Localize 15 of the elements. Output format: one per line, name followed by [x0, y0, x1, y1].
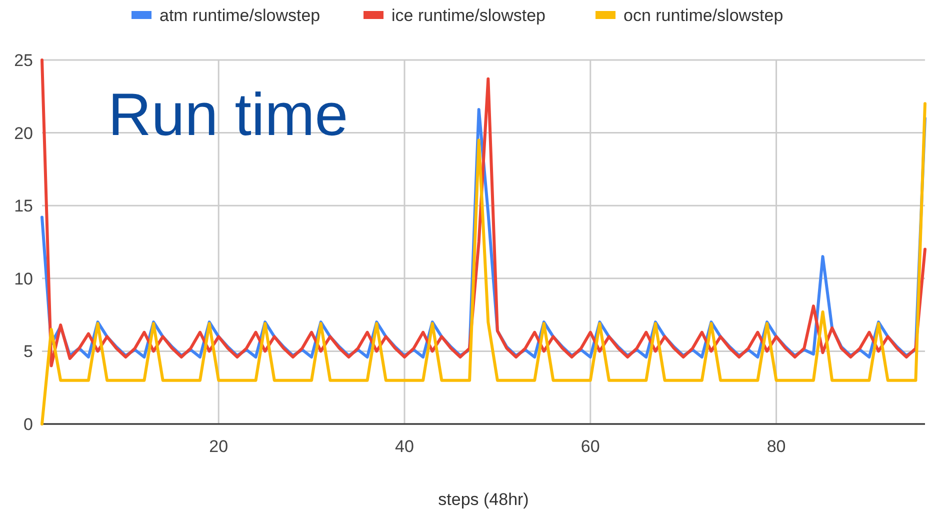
y-tick-label: 10: [14, 269, 33, 288]
y-tick-label: 0: [24, 414, 33, 434]
x-tick-label: 20: [209, 437, 228, 456]
x-tick-label: 40: [395, 437, 414, 456]
legend-label: ocn runtime/slowstep: [624, 6, 784, 25]
x-tick-label: 60: [580, 437, 600, 456]
y-tick-label: 15: [14, 196, 33, 216]
legend-label: atm runtime/slowstep: [160, 6, 320, 25]
y-tick-label: 20: [14, 124, 33, 143]
x-tick-label: 80: [766, 437, 786, 456]
x-axis-title: steps (48hr): [438, 490, 529, 509]
legend-label: ice runtime/slowstep: [392, 6, 546, 25]
y-tick-label: 25: [14, 50, 33, 70]
chart-title: Run time: [108, 81, 348, 148]
y-tick-label: 5: [24, 342, 33, 362]
